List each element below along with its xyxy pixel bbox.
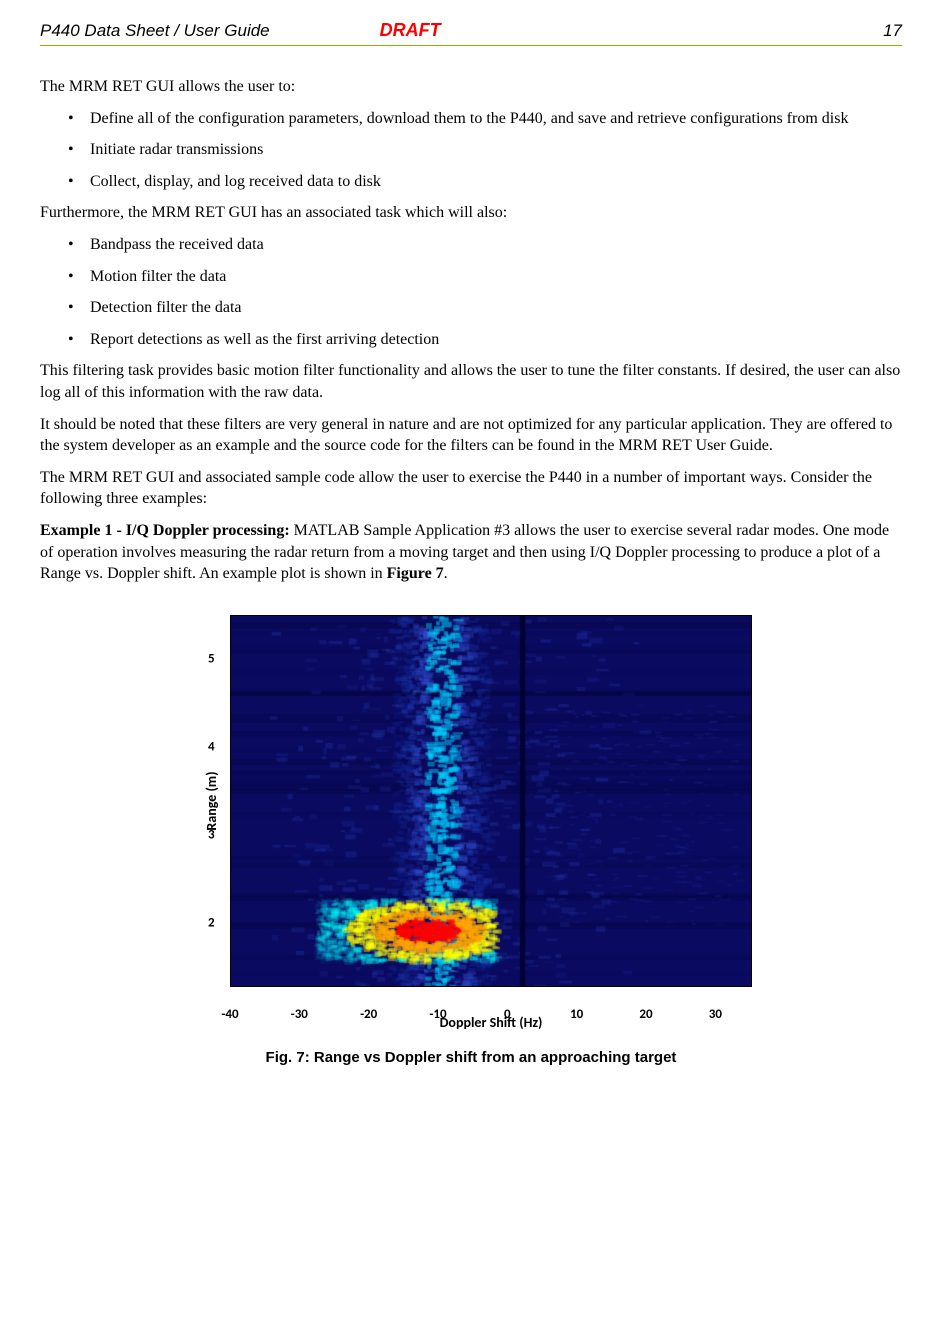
x-axis-label: Doppler Shift (Hz) (80, 1014, 902, 1031)
chart-container: Range (m) 2345 -40-30-20-100102030 (230, 615, 752, 987)
paragraph: It should be noted that these filters ar… (40, 414, 902, 457)
x-tick: 0 (504, 1007, 511, 1022)
y-tick: 2 (208, 916, 215, 931)
page-number: 17 (883, 21, 902, 41)
list-item: Define all of the configuration paramete… (40, 108, 902, 130)
list-item: Report detections as well as the first a… (40, 329, 902, 351)
y-tick: 3 (208, 827, 215, 842)
x-tick: -10 (429, 1007, 446, 1022)
list-item: Initiate radar transmissions (40, 139, 902, 161)
list-item: Bandpass the received data (40, 234, 902, 256)
example-label: Example 1 - I/Q Doppler processing: (40, 522, 290, 539)
paragraph: The MRM RET GUI and associated sample co… (40, 467, 902, 510)
list-item: Motion filter the data (40, 266, 902, 288)
y-axis-label: Range (m) (203, 771, 220, 830)
y-tick: 5 (208, 651, 215, 666)
header-divider (40, 45, 902, 46)
page-header: P440 Data Sheet / User Guide DRAFT 17 (40, 20, 902, 41)
example-end: . (444, 565, 448, 582)
figure-7: Range (m) 2345 -40-30-20-100102030 Doppl… (40, 615, 902, 1066)
x-tick: -20 (360, 1007, 377, 1022)
list-item: Collect, display, and log received data … (40, 171, 902, 193)
list-2: Bandpass the received data Motion filter… (40, 234, 902, 350)
x-tick: -30 (291, 1007, 308, 1022)
paragraph: Furthermore, the MRM RET GUI has an asso… (40, 202, 902, 224)
x-tick: 30 (709, 1007, 722, 1022)
figure-ref: Figure 7 (387, 565, 444, 582)
heatmap-canvas (230, 615, 752, 987)
header-title: P440 Data Sheet / User Guide (40, 21, 270, 41)
example-paragraph: Example 1 - I/Q Doppler processing: MATL… (40, 520, 902, 585)
x-tick: 10 (570, 1007, 583, 1022)
paragraph: This filtering task provides basic motio… (40, 360, 902, 403)
y-tick: 4 (208, 739, 215, 754)
list-item: Detection filter the data (40, 297, 902, 319)
list-1: Define all of the configuration paramete… (40, 108, 902, 193)
figure-caption: Fig. 7: Range vs Doppler shift from an a… (40, 1049, 902, 1066)
x-tick: 20 (639, 1007, 652, 1022)
x-tick: -40 (221, 1007, 238, 1022)
header-draft: DRAFT (380, 20, 441, 41)
paragraph: The MRM RET GUI allows the user to: (40, 76, 902, 98)
